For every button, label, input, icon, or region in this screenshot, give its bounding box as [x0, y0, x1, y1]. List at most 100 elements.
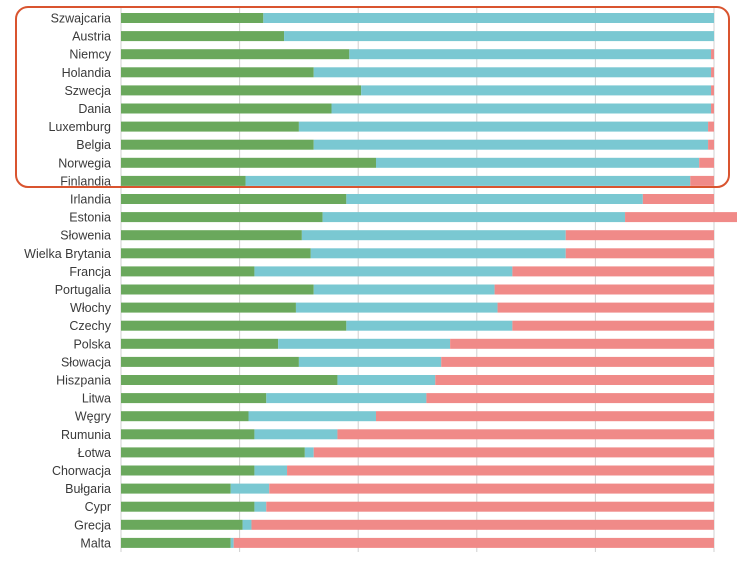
- bar-segment: [121, 175, 246, 186]
- bar-segment: [121, 67, 314, 78]
- bar-segment: [699, 157, 714, 168]
- bar-segment: [426, 393, 714, 404]
- category-label: Niemcy: [69, 48, 111, 62]
- bar-segment: [690, 175, 714, 186]
- bar-segment: [230, 537, 234, 548]
- bar-segment: [711, 85, 714, 96]
- category-label: Łotwa: [78, 446, 111, 460]
- bar-segment: [254, 465, 288, 476]
- bar-segment: [441, 356, 714, 367]
- bar-segment: [121, 194, 347, 204]
- bar-segment: [248, 411, 376, 422]
- category-label: Estonia: [69, 211, 111, 225]
- bar-segment: [435, 375, 714, 385]
- bar-segment: [322, 212, 626, 223]
- category-label: Belgia: [76, 138, 111, 152]
- bar-segment: [121, 320, 347, 331]
- category-label: Holandia: [62, 66, 111, 80]
- bar-segment: [242, 519, 252, 530]
- category-label: Czechy: [69, 319, 111, 333]
- bar-segment: [121, 266, 255, 277]
- category-label: Węgry: [75, 410, 112, 424]
- category-label: Chorwacja: [52, 464, 111, 478]
- category-label: Bułgaria: [65, 482, 111, 496]
- bar-segment: [121, 483, 231, 494]
- bar-segment: [346, 320, 513, 331]
- category-label: Dania: [78, 102, 111, 116]
- bar-segment: [284, 31, 714, 42]
- bar-segment: [313, 139, 709, 150]
- bar-segment: [711, 67, 714, 78]
- bar-segment: [121, 139, 314, 150]
- bar-segment: [263, 13, 714, 23]
- bar-segment: [278, 338, 451, 349]
- bar-segment: [121, 212, 323, 223]
- bar-segment: [361, 85, 712, 96]
- bar-segment: [708, 139, 714, 150]
- category-label: Austria: [72, 30, 111, 44]
- category-label: Francja: [69, 265, 111, 279]
- bar-segment: [121, 429, 255, 440]
- bar-segment: [708, 121, 714, 132]
- highlight-box: [15, 6, 730, 188]
- bar-segment: [304, 447, 314, 458]
- bar-segment: [251, 519, 714, 530]
- category-label: Malta: [80, 536, 111, 550]
- category-label: Słowenia: [60, 229, 111, 243]
- bar-segment: [121, 49, 350, 60]
- bar-segment: [121, 447, 305, 458]
- bar-segment: [121, 157, 376, 168]
- bar-segment: [313, 67, 712, 78]
- bar-segment: [711, 49, 714, 60]
- category-label: Słowacja: [61, 355, 111, 369]
- bar-segment: [494, 284, 714, 295]
- bar-segment: [349, 49, 712, 60]
- bar-segment: [310, 248, 566, 259]
- category-label: Luxemburg: [48, 120, 111, 134]
- category-label: Włochy: [70, 301, 112, 315]
- bar-segment: [121, 121, 299, 132]
- category-label: Litwa: [82, 392, 111, 406]
- bar-segment: [121, 248, 311, 259]
- bar-segment: [121, 338, 279, 349]
- bar-segment: [287, 465, 714, 476]
- bar-segment: [512, 320, 714, 331]
- bar-segment: [121, 375, 338, 385]
- bar-segment: [121, 519, 243, 530]
- category-label: Hiszpania: [56, 374, 111, 388]
- bar-segment: [121, 103, 332, 114]
- category-label: Norwegia: [58, 156, 111, 170]
- bar-segment: [121, 13, 264, 23]
- category-label: Cypr: [85, 500, 111, 514]
- bar-segment: [254, 501, 267, 512]
- bar-segment: [565, 230, 714, 241]
- bar-segment: [121, 356, 299, 367]
- category-label: Rumunia: [61, 428, 111, 442]
- bar-segment: [121, 85, 362, 96]
- bar-segment: [512, 266, 714, 277]
- bar-segment: [121, 284, 314, 295]
- bar-segment: [642, 194, 714, 204]
- bar-segment: [497, 302, 714, 313]
- category-label: Szwajcaria: [51, 12, 111, 26]
- category-label: Polska: [73, 337, 111, 351]
- bar-segment: [269, 483, 714, 494]
- bar-segment: [233, 537, 715, 548]
- bar-segment: [245, 175, 691, 186]
- category-label: Grecja: [74, 518, 111, 532]
- category-label: Portugalia: [55, 283, 111, 297]
- bar-segment: [375, 157, 700, 168]
- bar-segment: [337, 429, 714, 440]
- bar-segment: [450, 338, 714, 349]
- bar-segment: [121, 230, 302, 241]
- bar-segment: [337, 375, 436, 385]
- bar-segment: [313, 284, 495, 295]
- bar-segment: [121, 411, 249, 422]
- bar-segment: [254, 266, 513, 277]
- bar-segment: [711, 103, 714, 114]
- bar-segment: [254, 429, 338, 440]
- bar-segment: [331, 103, 712, 114]
- bar-segment: [375, 411, 714, 422]
- bar-segment: [313, 447, 714, 458]
